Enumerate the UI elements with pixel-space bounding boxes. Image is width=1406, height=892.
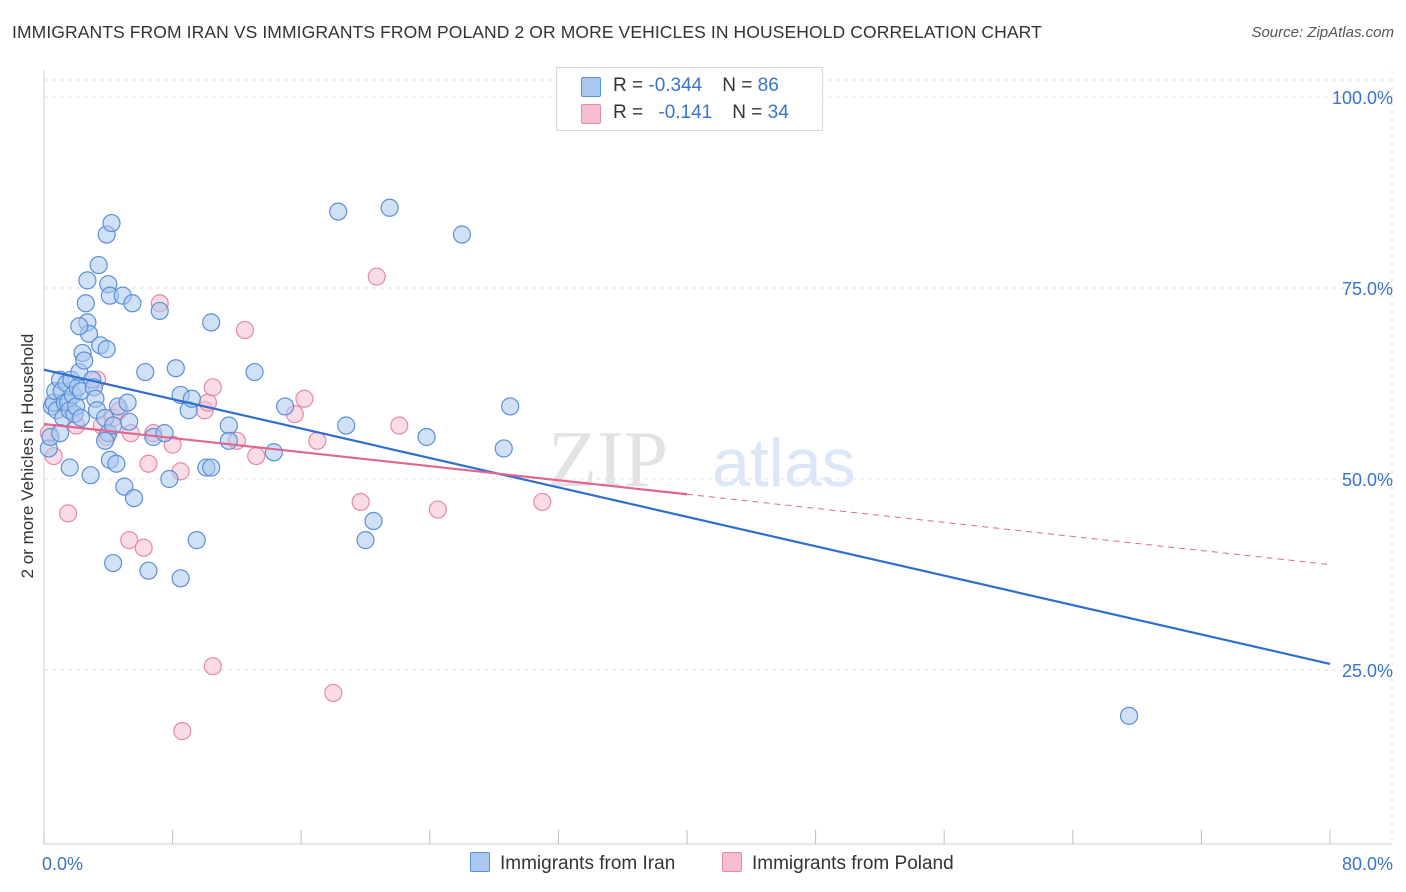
iran-point bbox=[78, 271, 97, 290]
iran-point bbox=[219, 416, 238, 435]
watermark-atlas: atlas bbox=[712, 425, 856, 501]
poland-point bbox=[390, 416, 409, 435]
iran-point bbox=[107, 454, 126, 473]
bottom-legend-label-iran: Immigrants from Iran bbox=[500, 853, 676, 874]
iran-point bbox=[452, 225, 472, 244]
poland-points bbox=[39, 267, 552, 741]
iran-point bbox=[81, 466, 100, 485]
iran-point bbox=[118, 393, 137, 412]
iran-point bbox=[380, 198, 399, 217]
iran-point bbox=[136, 362, 155, 382]
poland-point bbox=[203, 378, 222, 397]
bottom-legend-iran: Immigrants from Iran bbox=[470, 852, 675, 875]
iran-point bbox=[166, 359, 185, 378]
poland-point bbox=[308, 431, 327, 450]
iran-point bbox=[501, 397, 520, 416]
legend-poland-r-value: -0.141 bbox=[658, 102, 713, 123]
iran-point bbox=[276, 397, 295, 416]
axes bbox=[43, 70, 1392, 845]
iran-point bbox=[1119, 706, 1139, 725]
legend-iran-r-value: -0.344 bbox=[648, 75, 703, 96]
poland-point bbox=[120, 531, 139, 550]
poland-point bbox=[533, 492, 552, 512]
iran-point bbox=[337, 416, 356, 435]
legend-iran-n-value: 86 bbox=[757, 75, 779, 96]
poland-point bbox=[428, 500, 447, 519]
iran-point bbox=[70, 317, 89, 336]
iran-point bbox=[97, 340, 116, 359]
poland-trendline bbox=[43, 422, 688, 496]
iran-point bbox=[150, 301, 169, 321]
poland-point bbox=[324, 683, 343, 703]
x-tick-label-min: 0.0% bbox=[42, 854, 83, 874]
correlation-legend: R = -0.344 N = 86 R = -0.141 N = 34 bbox=[556, 67, 823, 131]
legend-swatch-poland bbox=[581, 104, 601, 124]
iran-point bbox=[155, 424, 174, 443]
iran-point bbox=[417, 427, 436, 447]
iran-point bbox=[71, 408, 91, 427]
poland-point bbox=[173, 722, 192, 741]
poland-point bbox=[134, 538, 153, 557]
poland-trendline-extrapolated bbox=[686, 493, 1331, 566]
legend-poland-n-value: 34 bbox=[767, 102, 789, 123]
iran-point bbox=[494, 439, 513, 458]
iran-point bbox=[364, 511, 383, 531]
bottom-legend-swatch-iran bbox=[470, 852, 490, 872]
poland-point bbox=[139, 454, 158, 473]
iran-point bbox=[160, 469, 179, 489]
y-tick-label: 75.0% bbox=[1342, 279, 1393, 299]
iran-point bbox=[245, 362, 264, 382]
iran-point bbox=[75, 351, 94, 370]
iran-point bbox=[219, 431, 238, 450]
bottom-legend-label-poland: Immigrants from Poland bbox=[752, 853, 954, 874]
poland-point bbox=[367, 267, 386, 286]
iran-point bbox=[329, 202, 348, 221]
trendlines bbox=[43, 368, 1331, 665]
iran-point bbox=[264, 443, 283, 462]
iran-point bbox=[104, 553, 123, 573]
iran-point bbox=[123, 294, 142, 313]
legend-poland-r-label: R = bbox=[613, 102, 649, 123]
y-tick-label: 25.0% bbox=[1342, 661, 1393, 681]
x-tick-label-max: 80.0% bbox=[1342, 854, 1393, 874]
source-label: Source: ZipAtlas.com bbox=[1251, 24, 1394, 41]
poland-point bbox=[235, 320, 255, 340]
bottom-legend-poland: Immigrants from Poland bbox=[722, 852, 954, 875]
grid-lines bbox=[44, 70, 1393, 844]
iran-point bbox=[187, 531, 206, 550]
iran-points bbox=[39, 198, 1139, 725]
y-tick-label: 100.0% bbox=[1332, 88, 1393, 108]
watermark: ZIP atlas bbox=[548, 416, 856, 504]
poland-point bbox=[295, 389, 314, 408]
poland-point bbox=[59, 504, 78, 523]
iran-point bbox=[202, 458, 221, 477]
tick-labels: 25.0% 50.0% 75.0% 100.0% 0.0% 80.0% bbox=[42, 88, 1393, 874]
iran-trendline bbox=[43, 368, 1331, 665]
iran-point bbox=[102, 213, 121, 233]
legend-iran-r-label: R = bbox=[613, 75, 649, 96]
iran-point bbox=[139, 561, 158, 580]
poland-point bbox=[351, 492, 370, 512]
iran-point bbox=[120, 412, 139, 431]
iran-point bbox=[76, 294, 95, 313]
legend-iran-n-label: N = bbox=[722, 75, 758, 96]
iran-point bbox=[356, 531, 375, 550]
y-tick-label: 50.0% bbox=[1342, 470, 1393, 490]
legend-poland-n-label: N = bbox=[732, 102, 768, 123]
iran-point bbox=[60, 458, 79, 477]
iran-point bbox=[95, 431, 115, 450]
legend-swatch-iran bbox=[581, 77, 601, 97]
poland-point bbox=[203, 657, 222, 676]
poland-point bbox=[247, 446, 266, 466]
y-axis-label: 2 or more Vehicles in Household bbox=[18, 333, 37, 579]
bottom-legend-swatch-poland bbox=[722, 852, 742, 872]
iran-point bbox=[171, 569, 190, 588]
iran-point bbox=[124, 489, 144, 508]
iran-point bbox=[89, 255, 108, 275]
chart-title: IMMIGRANTS FROM IRAN VS IMMIGRANTS FROM … bbox=[12, 22, 1042, 42]
iran-point bbox=[202, 313, 221, 332]
